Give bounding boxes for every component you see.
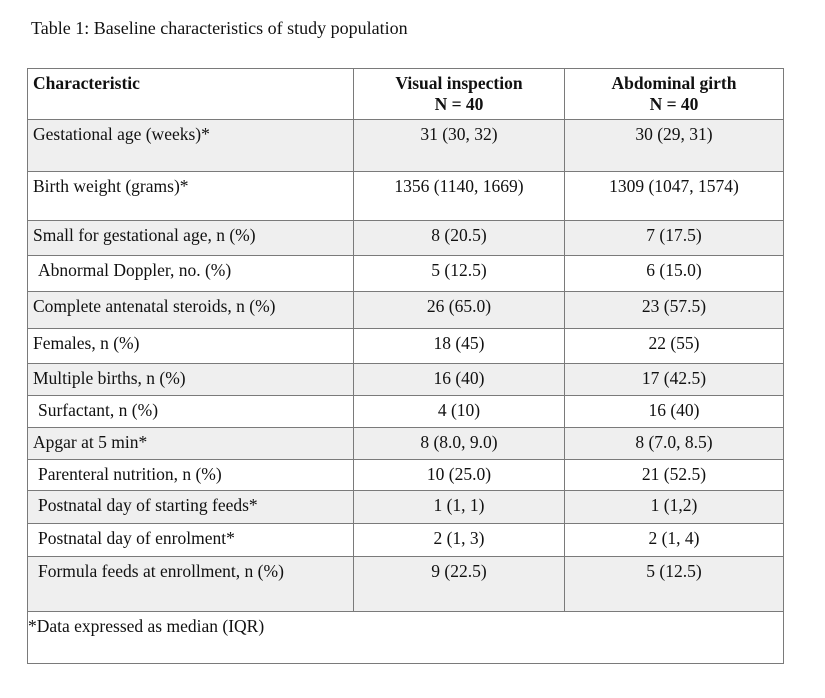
row-label: Abnormal Doppler, no. (%) — [27, 255, 354, 292]
visual-value: 2 (1, 3) — [353, 523, 565, 557]
girth-value: 1 (1,2) — [564, 490, 784, 524]
table-row: Small for gestational age, n (%) 8 (20.5… — [27, 220, 784, 256]
row-label: Postnatal day of enrolment* — [27, 523, 354, 557]
girth-value: 5 (12.5) — [564, 556, 784, 612]
visual-value: 4 (10) — [353, 395, 565, 428]
table-row: Abnormal Doppler, no. (%) 5 (12.5) 6 (15… — [27, 255, 784, 292]
girth-value: 22 (55) — [564, 328, 784, 364]
visual-value: 1 (1, 1) — [353, 490, 565, 524]
girth-value: 30 (29, 31) — [564, 119, 784, 172]
baseline-characteristics-table: Characteristic Visual inspection N = 40 … — [27, 68, 784, 664]
row-label: Surfactant, n (%) — [27, 395, 354, 428]
visual-value: 26 (65.0) — [353, 291, 565, 329]
header-girth-n: N = 40 — [649, 94, 699, 114]
table-footnote: *Data expressed as median (IQR) — [27, 611, 784, 664]
visual-value: 16 (40) — [353, 363, 565, 396]
visual-value: 8 (20.5) — [353, 220, 565, 256]
header-abdominal-girth: Abdominal girth N = 40 — [564, 68, 784, 120]
girth-value: 6 (15.0) — [564, 255, 784, 292]
header-characteristic: Characteristic — [27, 68, 354, 120]
row-label: Multiple births, n (%) — [27, 363, 354, 396]
row-label: Small for gestational age, n (%) — [27, 220, 354, 256]
visual-value: 8 (8.0, 9.0) — [353, 427, 565, 460]
girth-value: 7 (17.5) — [564, 220, 784, 256]
footnote-row: *Data expressed as median (IQR) — [27, 611, 784, 664]
table-row: Gestational age (weeks)* 31 (30, 32) 30 … — [27, 119, 784, 172]
row-label: Complete antenatal steroids, n (%) — [27, 291, 354, 329]
girth-value: 1309 (1047, 1574) — [564, 171, 784, 221]
table-row: Postnatal day of enrolment* 2 (1, 3) 2 (… — [27, 523, 784, 557]
table-row: Multiple births, n (%) 16 (40) 17 (42.5) — [27, 363, 784, 396]
visual-value: 18 (45) — [353, 328, 565, 364]
table-row: Apgar at 5 min* 8 (8.0, 9.0) 8 (7.0, 8.5… — [27, 427, 784, 460]
row-label: Formula feeds at enrollment, n (%) — [27, 556, 354, 612]
table-row: Formula feeds at enrollment, n (%) 9 (22… — [27, 556, 784, 612]
girth-value: 16 (40) — [564, 395, 784, 428]
table-row: Birth weight (grams)* 1356 (1140, 1669) … — [27, 171, 784, 221]
table-caption: Table 1: Baseline characteristics of stu… — [31, 18, 408, 38]
header-visual-n: N = 40 — [434, 94, 484, 114]
row-label: Birth weight (grams)* — [27, 171, 354, 221]
table-row: Females, n (%) 18 (45) 22 (55) — [27, 328, 784, 364]
row-label: Females, n (%) — [27, 328, 354, 364]
table-row: Surfactant, n (%) 4 (10) 16 (40) — [27, 395, 784, 428]
visual-value: 1356 (1140, 1669) — [353, 171, 565, 221]
girth-value: 23 (57.5) — [564, 291, 784, 329]
girth-value: 21 (52.5) — [564, 459, 784, 491]
table-row: Complete antenatal steroids, n (%) 26 (6… — [27, 291, 784, 329]
row-label: Apgar at 5 min* — [27, 427, 354, 460]
visual-value: 9 (22.5) — [353, 556, 565, 612]
visual-value: 10 (25.0) — [353, 459, 565, 491]
row-label: Parenteral nutrition, n (%) — [27, 459, 354, 491]
girth-value: 17 (42.5) — [564, 363, 784, 396]
header-girth-title: Abdominal girth — [611, 73, 737, 93]
girth-value: 2 (1, 4) — [564, 523, 784, 557]
girth-value: 8 (7.0, 8.5) — [564, 427, 784, 460]
header-visual-inspection: Visual inspection N = 40 — [353, 68, 565, 120]
table-row: Postnatal day of starting feeds* 1 (1, 1… — [27, 490, 784, 524]
table-row: Parenteral nutrition, n (%) 10 (25.0) 21… — [27, 459, 784, 491]
row-label: Gestational age (weeks)* — [27, 119, 354, 172]
header-row: Characteristic Visual inspection N = 40 … — [27, 68, 784, 120]
row-label: Postnatal day of starting feeds* — [27, 490, 354, 524]
header-visual-title: Visual inspection — [395, 73, 523, 93]
visual-value: 31 (30, 32) — [353, 119, 565, 172]
visual-value: 5 (12.5) — [353, 255, 565, 292]
